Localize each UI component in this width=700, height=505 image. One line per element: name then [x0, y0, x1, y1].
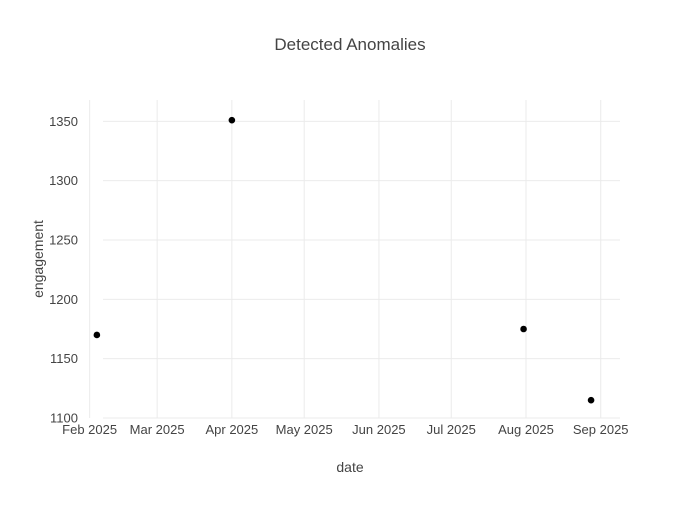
- y-tick-label: 1350: [49, 114, 78, 129]
- y-tick-label: 1250: [49, 233, 78, 248]
- x-tick-label: Jul 2025: [427, 422, 476, 437]
- x-tick-label: Aug 2025: [498, 422, 554, 437]
- grid-lines: [89, 100, 620, 419]
- y-tick-label: 1200: [49, 292, 78, 307]
- data-point[interactable]: [520, 325, 527, 333]
- chart-title: Detected Anomalies: [274, 35, 425, 54]
- y-tick-label: 1300: [49, 173, 78, 188]
- x-tick-labels: Feb 2025 Mar 2025 Apr 2025 May 2025 Jun 2025…: [62, 422, 628, 437]
- x-tick-label: May 2025: [276, 422, 333, 437]
- y-axis-label: engagement: [30, 220, 46, 298]
- x-tick-label: Jun 2025: [352, 422, 406, 437]
- x-axis-label: date: [336, 459, 363, 475]
- y-tick-label: 1100: [50, 411, 78, 426]
- data-point[interactable]: [93, 331, 101, 339]
- x-tick-label: Feb 2025: [62, 422, 117, 437]
- x-tick-label: Sep 2025: [573, 422, 629, 437]
- data-point[interactable]: [587, 396, 595, 404]
- x-tick-label: Mar 2025: [130, 422, 185, 437]
- data-point[interactable]: [228, 116, 236, 124]
- y-tick-labels: 1100 1150 1200 1250 1300 1350: [49, 114, 78, 426]
- x-tick-label: Apr 2025: [205, 422, 258, 437]
- data-points: [93, 116, 595, 404]
- y-tick-label: 1150: [50, 351, 78, 366]
